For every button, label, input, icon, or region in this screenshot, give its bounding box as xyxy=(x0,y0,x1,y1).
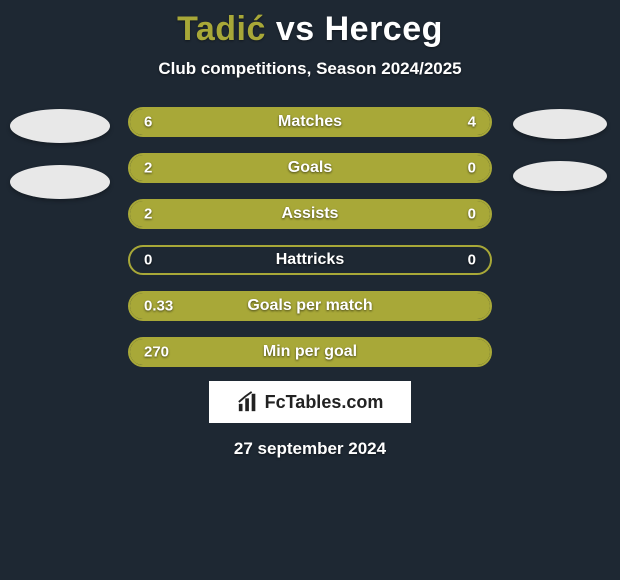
footer-date: 27 september 2024 xyxy=(234,439,386,459)
stat-bar: 0.33Goals per match xyxy=(128,291,492,321)
brand-pill: FcTables.com xyxy=(209,381,412,423)
content-row: 64Matches 20Goals 20Assists 00Hattricks 0.33… xyxy=(0,107,620,367)
player2-name: Herceg xyxy=(325,10,443,48)
stat-label: Goals xyxy=(130,159,490,177)
player2-silhouette-head xyxy=(513,109,607,139)
stat-label: Min per goal xyxy=(130,343,490,361)
stat-bar: 00Hattricks xyxy=(128,245,492,275)
stat-label: Hattricks xyxy=(130,251,490,269)
page-title: Tadić vs Herceg xyxy=(177,10,443,49)
vs-text: vs xyxy=(276,10,315,48)
stat-label: Assists xyxy=(130,205,490,223)
player1-avatar-col xyxy=(10,107,110,199)
player2-avatar-col xyxy=(510,107,610,191)
stat-bar: 20Assists xyxy=(128,199,492,229)
subtitle: Club competitions, Season 2024/2025 xyxy=(158,59,461,79)
stat-bar: 20Goals xyxy=(128,153,492,183)
player2-silhouette-body xyxy=(513,161,607,191)
player1-silhouette-head xyxy=(10,109,110,143)
stat-bar: 270Min per goal xyxy=(128,337,492,367)
player1-silhouette-body xyxy=(10,165,110,199)
chart-icon xyxy=(237,391,259,413)
stat-label: Matches xyxy=(130,113,490,131)
stat-label: Goals per match xyxy=(130,297,490,315)
comparison-infographic: Tadić vs Herceg Club competitions, Seaso… xyxy=(0,0,620,580)
player1-name: Tadić xyxy=(177,10,266,48)
brand-label: FcTables.com xyxy=(265,392,384,413)
stat-bar: 64Matches xyxy=(128,107,492,137)
stat-bars: 64Matches 20Goals 20Assists 00Hattricks 0.33… xyxy=(110,107,510,367)
